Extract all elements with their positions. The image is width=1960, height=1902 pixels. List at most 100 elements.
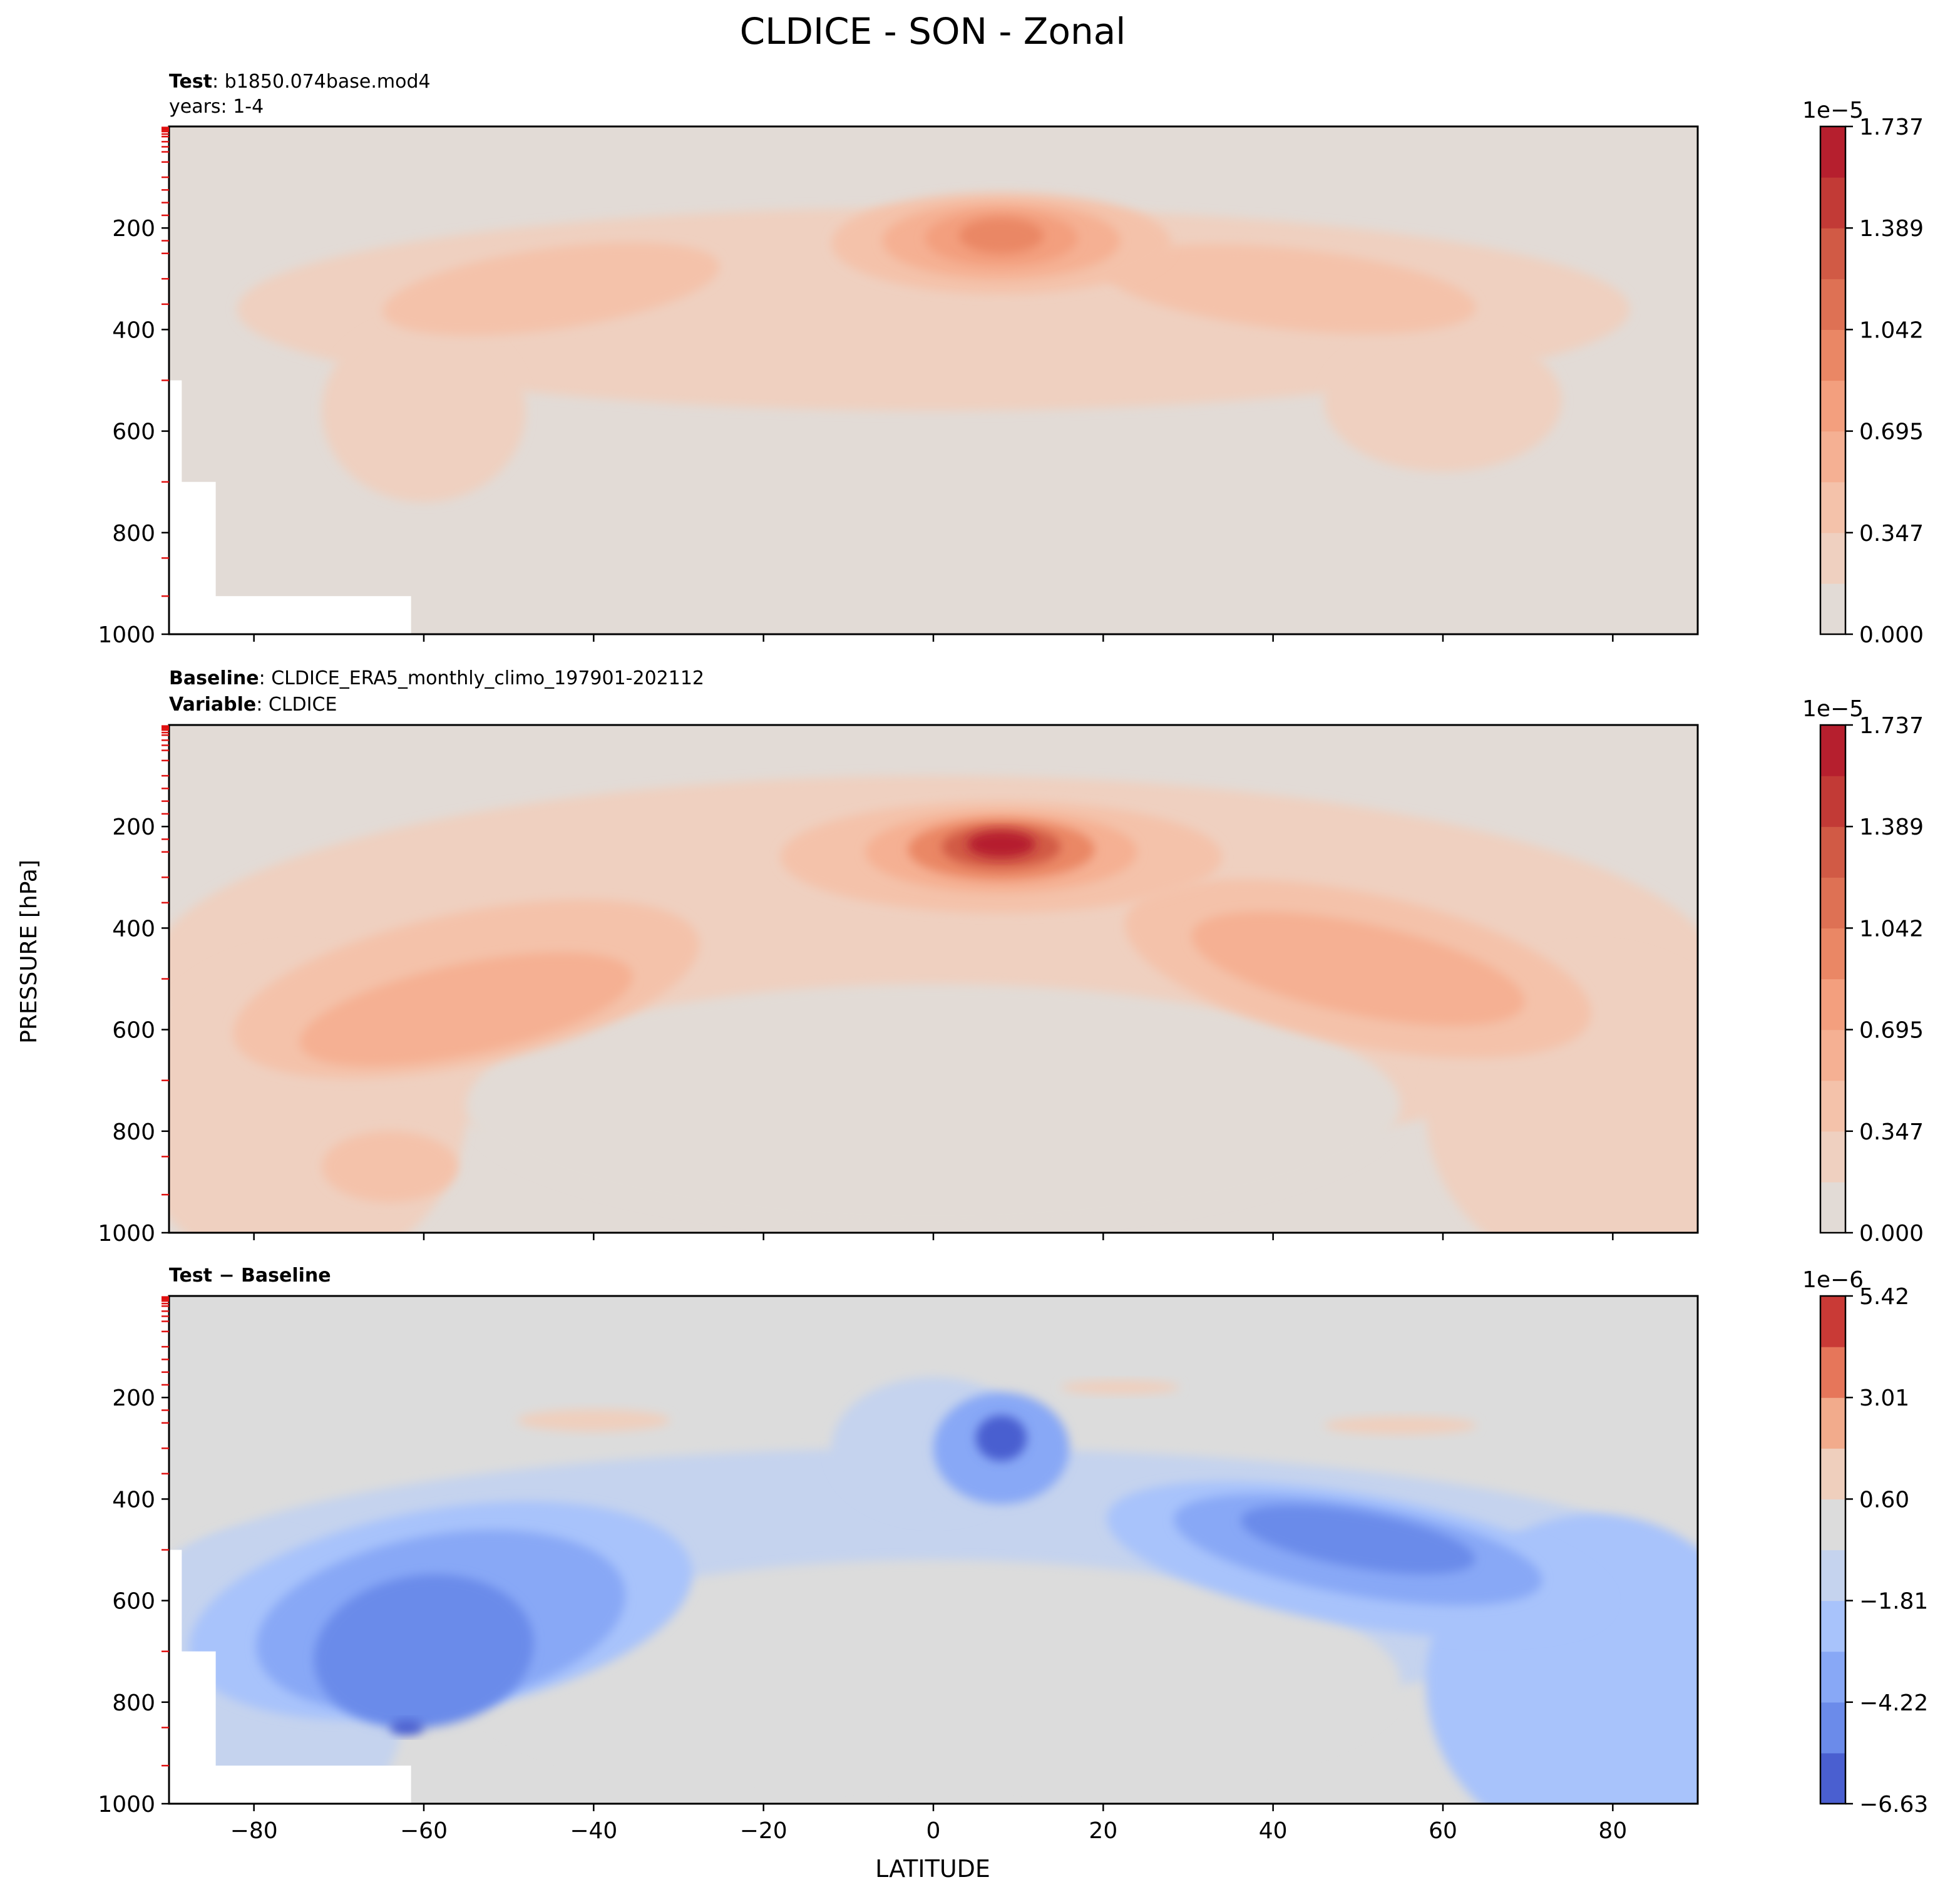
y-tick-label: 1000 bbox=[98, 1221, 155, 1247]
colorbar-segment bbox=[1820, 1600, 1845, 1652]
mask-segment bbox=[169, 1766, 411, 1804]
colorbar-segment bbox=[1820, 725, 1845, 776]
x-axis-label: LATITUDE bbox=[875, 1855, 990, 1883]
colorbar-tick-label: −4.22 bbox=[1859, 1690, 1928, 1716]
colorbar-segment bbox=[1820, 1131, 1845, 1183]
colorbar-exponent: 1e−5 bbox=[1802, 696, 1864, 722]
colorbar-frame bbox=[1819, 1295, 1847, 1805]
colorbar-segment bbox=[1820, 1448, 1845, 1499]
contour-neutral-interior bbox=[466, 1560, 1400, 1804]
colorbar-segment bbox=[1820, 329, 1845, 381]
colorbar-frame bbox=[1819, 724, 1847, 1234]
colorbar-tick-label: −6.63 bbox=[1859, 1792, 1928, 1817]
y-tick-label: 800 bbox=[112, 521, 155, 547]
colorbar-tick-label: 0.60 bbox=[1859, 1487, 1909, 1513]
y-tick-label: 1000 bbox=[98, 622, 155, 648]
contour-core-north bbox=[1191, 912, 1525, 1026]
contour-tropical-peak bbox=[967, 831, 1035, 858]
x-tick-label: 20 bbox=[1089, 1818, 1117, 1844]
figure-title: CLDICE - SON - Zonal bbox=[740, 10, 1126, 53]
x-tick-label: 60 bbox=[1429, 1818, 1457, 1844]
panel-test-header: Test: b1850.074base.mod4 years: 1-4 bbox=[169, 71, 431, 118]
x-tick-label: −80 bbox=[230, 1818, 278, 1844]
colorbar-segment bbox=[1820, 1029, 1845, 1081]
colorbar-segment bbox=[1820, 1181, 1845, 1233]
contour-positive-subtropical bbox=[1060, 1380, 1180, 1395]
panel-difference-header-line-1: Test − Baseline bbox=[169, 1265, 331, 1287]
colorbar-segment bbox=[1820, 928, 1845, 980]
y-tick-label: 400 bbox=[112, 916, 155, 942]
contour-positive-south bbox=[517, 1409, 670, 1432]
colorbar-tick-label: 0.695 bbox=[1859, 1018, 1924, 1044]
x-tick-label: 0 bbox=[926, 1818, 941, 1844]
y-tick-label: 600 bbox=[112, 1589, 155, 1615]
colorbar-tick-label: −1.81 bbox=[1859, 1589, 1928, 1615]
colorbar-tick-label: 0.000 bbox=[1859, 1221, 1924, 1247]
colorbar-segment bbox=[1820, 1651, 1845, 1703]
x-tick-label: 40 bbox=[1259, 1818, 1288, 1844]
colorbar-tick-label: 0.347 bbox=[1859, 521, 1924, 547]
colorbar-segment bbox=[1820, 583, 1845, 635]
colorbar-tick-label: 3.01 bbox=[1859, 1385, 1909, 1411]
colorbar-segment bbox=[1820, 1550, 1845, 1601]
colorbar-segment bbox=[1820, 979, 1845, 1031]
panel-baseline-axes: 200 400 600 800 1000 bbox=[98, 724, 1699, 1247]
panel-baseline-contour bbox=[169, 725, 1698, 1233]
y-tick-label: 600 bbox=[112, 1018, 155, 1044]
panel-difference-contour bbox=[169, 1296, 1698, 1804]
colorbar-segment bbox=[1820, 126, 1845, 178]
y-tick-label: 400 bbox=[112, 1487, 155, 1513]
colorbar-segment bbox=[1820, 826, 1845, 878]
colorbar-frame bbox=[1819, 125, 1847, 635]
contour-positive-north bbox=[1324, 1416, 1477, 1435]
x-tick-label: 80 bbox=[1598, 1818, 1627, 1844]
contour-tropical-level-5 bbox=[958, 217, 1044, 254]
y-axis-label: PRESSURE [hPa] bbox=[16, 860, 42, 1044]
contour-lobe-north bbox=[1104, 244, 1476, 334]
colorbar-tick-label: 1.737 bbox=[1859, 115, 1924, 140]
y-tick-label: 1000 bbox=[98, 1792, 155, 1817]
contour-band-north-tail bbox=[1324, 329, 1562, 472]
colorbar-segment bbox=[1820, 228, 1845, 279]
colorbar-tick-label: 1.389 bbox=[1859, 216, 1924, 242]
colorbar-exponent: 1e−5 bbox=[1802, 98, 1864, 123]
colorbar-tick-label: 0.000 bbox=[1859, 622, 1924, 648]
y-tick-label: 800 bbox=[112, 1690, 155, 1716]
colorbar-segment bbox=[1820, 1347, 1845, 1398]
colorbar-tick-label: 1.737 bbox=[1859, 713, 1924, 739]
contour-negative-north-level-1 bbox=[1241, 1505, 1475, 1575]
panel-test-axes: 200 400 600 800 1000 bbox=[98, 125, 1699, 648]
colorbar-tick-label: 1.389 bbox=[1859, 815, 1924, 840]
contour-lobe-south bbox=[382, 242, 720, 336]
contour-core-south bbox=[299, 952, 633, 1067]
panel-test-header-line-1: Test: b1850.074base.mod4 bbox=[169, 71, 431, 93]
panel-difference-axes: −80 −60 −40 −20 0 20 40 60 80 200 400 600 800 1000 bbox=[98, 1295, 1699, 1844]
panel-test-contour bbox=[169, 126, 1698, 634]
colorbar-segment bbox=[1820, 481, 1845, 533]
x-tick-label: −60 bbox=[400, 1818, 448, 1844]
below-surface-mask bbox=[169, 380, 411, 634]
colorbar-tick-label: 0.347 bbox=[1859, 1119, 1924, 1145]
colorbar-tick-label: 1.042 bbox=[1859, 317, 1924, 343]
colorbar-segment bbox=[1820, 776, 1845, 827]
contour-tropical-minimum bbox=[975, 1415, 1027, 1461]
panel-difference-header: Test − Baseline bbox=[169, 1265, 331, 1287]
y-tick-label: 200 bbox=[112, 1385, 155, 1411]
colorbar-exponent: 1e−6 bbox=[1802, 1267, 1864, 1293]
colorbar-segment bbox=[1820, 380, 1845, 432]
panel-baseline-header-line-2: Variable: CLDICE bbox=[169, 694, 337, 716]
contour-negative-south-level-1 bbox=[314, 1574, 534, 1729]
contour-south-minimum bbox=[389, 1720, 424, 1735]
colorbar-segment bbox=[1820, 1752, 1845, 1804]
colorbar-segment bbox=[1820, 1296, 1845, 1347]
colorbar-tick-label: 5.42 bbox=[1859, 1284, 1909, 1310]
mask-segment bbox=[169, 596, 411, 634]
panel-baseline-header-line-1: Baseline: CLDICE_ERA5_monthly_climo_1979… bbox=[169, 667, 704, 689]
y-tick-label: 600 bbox=[112, 419, 155, 445]
colorbar-segment bbox=[1820, 1499, 1845, 1551]
y-tick-label: 800 bbox=[112, 1119, 155, 1145]
colorbar-tick-label: 1.042 bbox=[1859, 916, 1924, 942]
x-tick-label: −20 bbox=[740, 1818, 788, 1844]
